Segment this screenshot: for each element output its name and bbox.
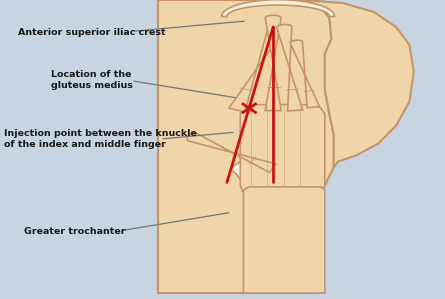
Text: Anterior superior iliac crest: Anterior superior iliac crest (18, 28, 166, 37)
Polygon shape (229, 24, 285, 112)
Polygon shape (243, 187, 325, 293)
Polygon shape (303, 0, 414, 167)
Polygon shape (187, 132, 276, 172)
Polygon shape (277, 25, 303, 111)
Polygon shape (240, 105, 325, 194)
Polygon shape (222, 0, 335, 16)
Polygon shape (265, 15, 281, 111)
Text: Injection point between the knuckle
of the index and middle finger: Injection point between the knuckle of t… (4, 129, 197, 149)
Text: Greater trochanter: Greater trochanter (24, 227, 126, 236)
Text: Location of the
gluteus medius: Location of the gluteus medius (51, 70, 133, 90)
Polygon shape (158, 0, 334, 293)
Polygon shape (256, 173, 289, 293)
Polygon shape (231, 152, 305, 197)
Polygon shape (290, 40, 320, 108)
